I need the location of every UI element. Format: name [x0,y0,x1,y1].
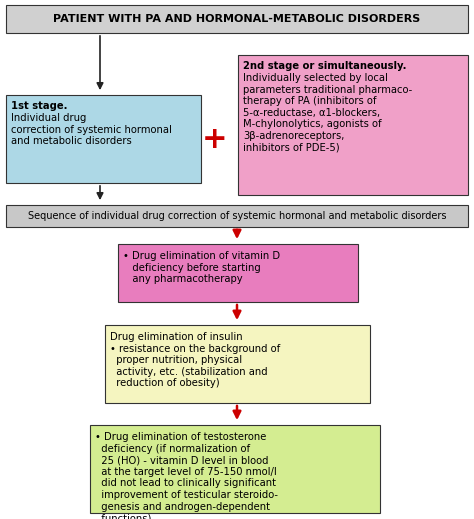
Text: 2nd stage or simultaneously.: 2nd stage or simultaneously. [243,61,407,71]
Bar [6,205,468,227]
Text: Drug elimination of insulin
• resistance on the background of
  proper nutrition: Drug elimination of insulin • resistance… [110,332,280,388]
Text: Individual drug
correction of systemic hormonal
and metabolic disorders: Individual drug correction of systemic h… [11,113,172,146]
Text: • Drug elimination of testosterone
  deficiency (if normalization of
  25 (HO) -: • Drug elimination of testosterone defic… [95,432,278,519]
Bar [6,95,201,183]
Text: PATIENT WITH PA AND HORMONAL-METABOLIC DISORDERS: PATIENT WITH PA AND HORMONAL-METABOLIC D… [54,14,420,24]
Text: • Drug elimination of vitamin D
   deficiency before starting
   any pharmacothe: • Drug elimination of vitamin D deficien… [123,251,280,284]
Text: 1st stage.: 1st stage. [11,101,67,111]
Bar [105,325,370,403]
Text: Sequence of individual drug correction of systemic hormonal and metabolic disord: Sequence of individual drug correction o… [28,211,446,221]
Text: +: + [202,125,228,154]
Bar [6,5,468,33]
Bar [90,425,380,513]
Text: Individually selected by local
parameters traditional pharmaco-
therapy of PA (i: Individually selected by local parameter… [243,73,412,153]
Bar [118,244,358,302]
Bar [238,55,468,195]
